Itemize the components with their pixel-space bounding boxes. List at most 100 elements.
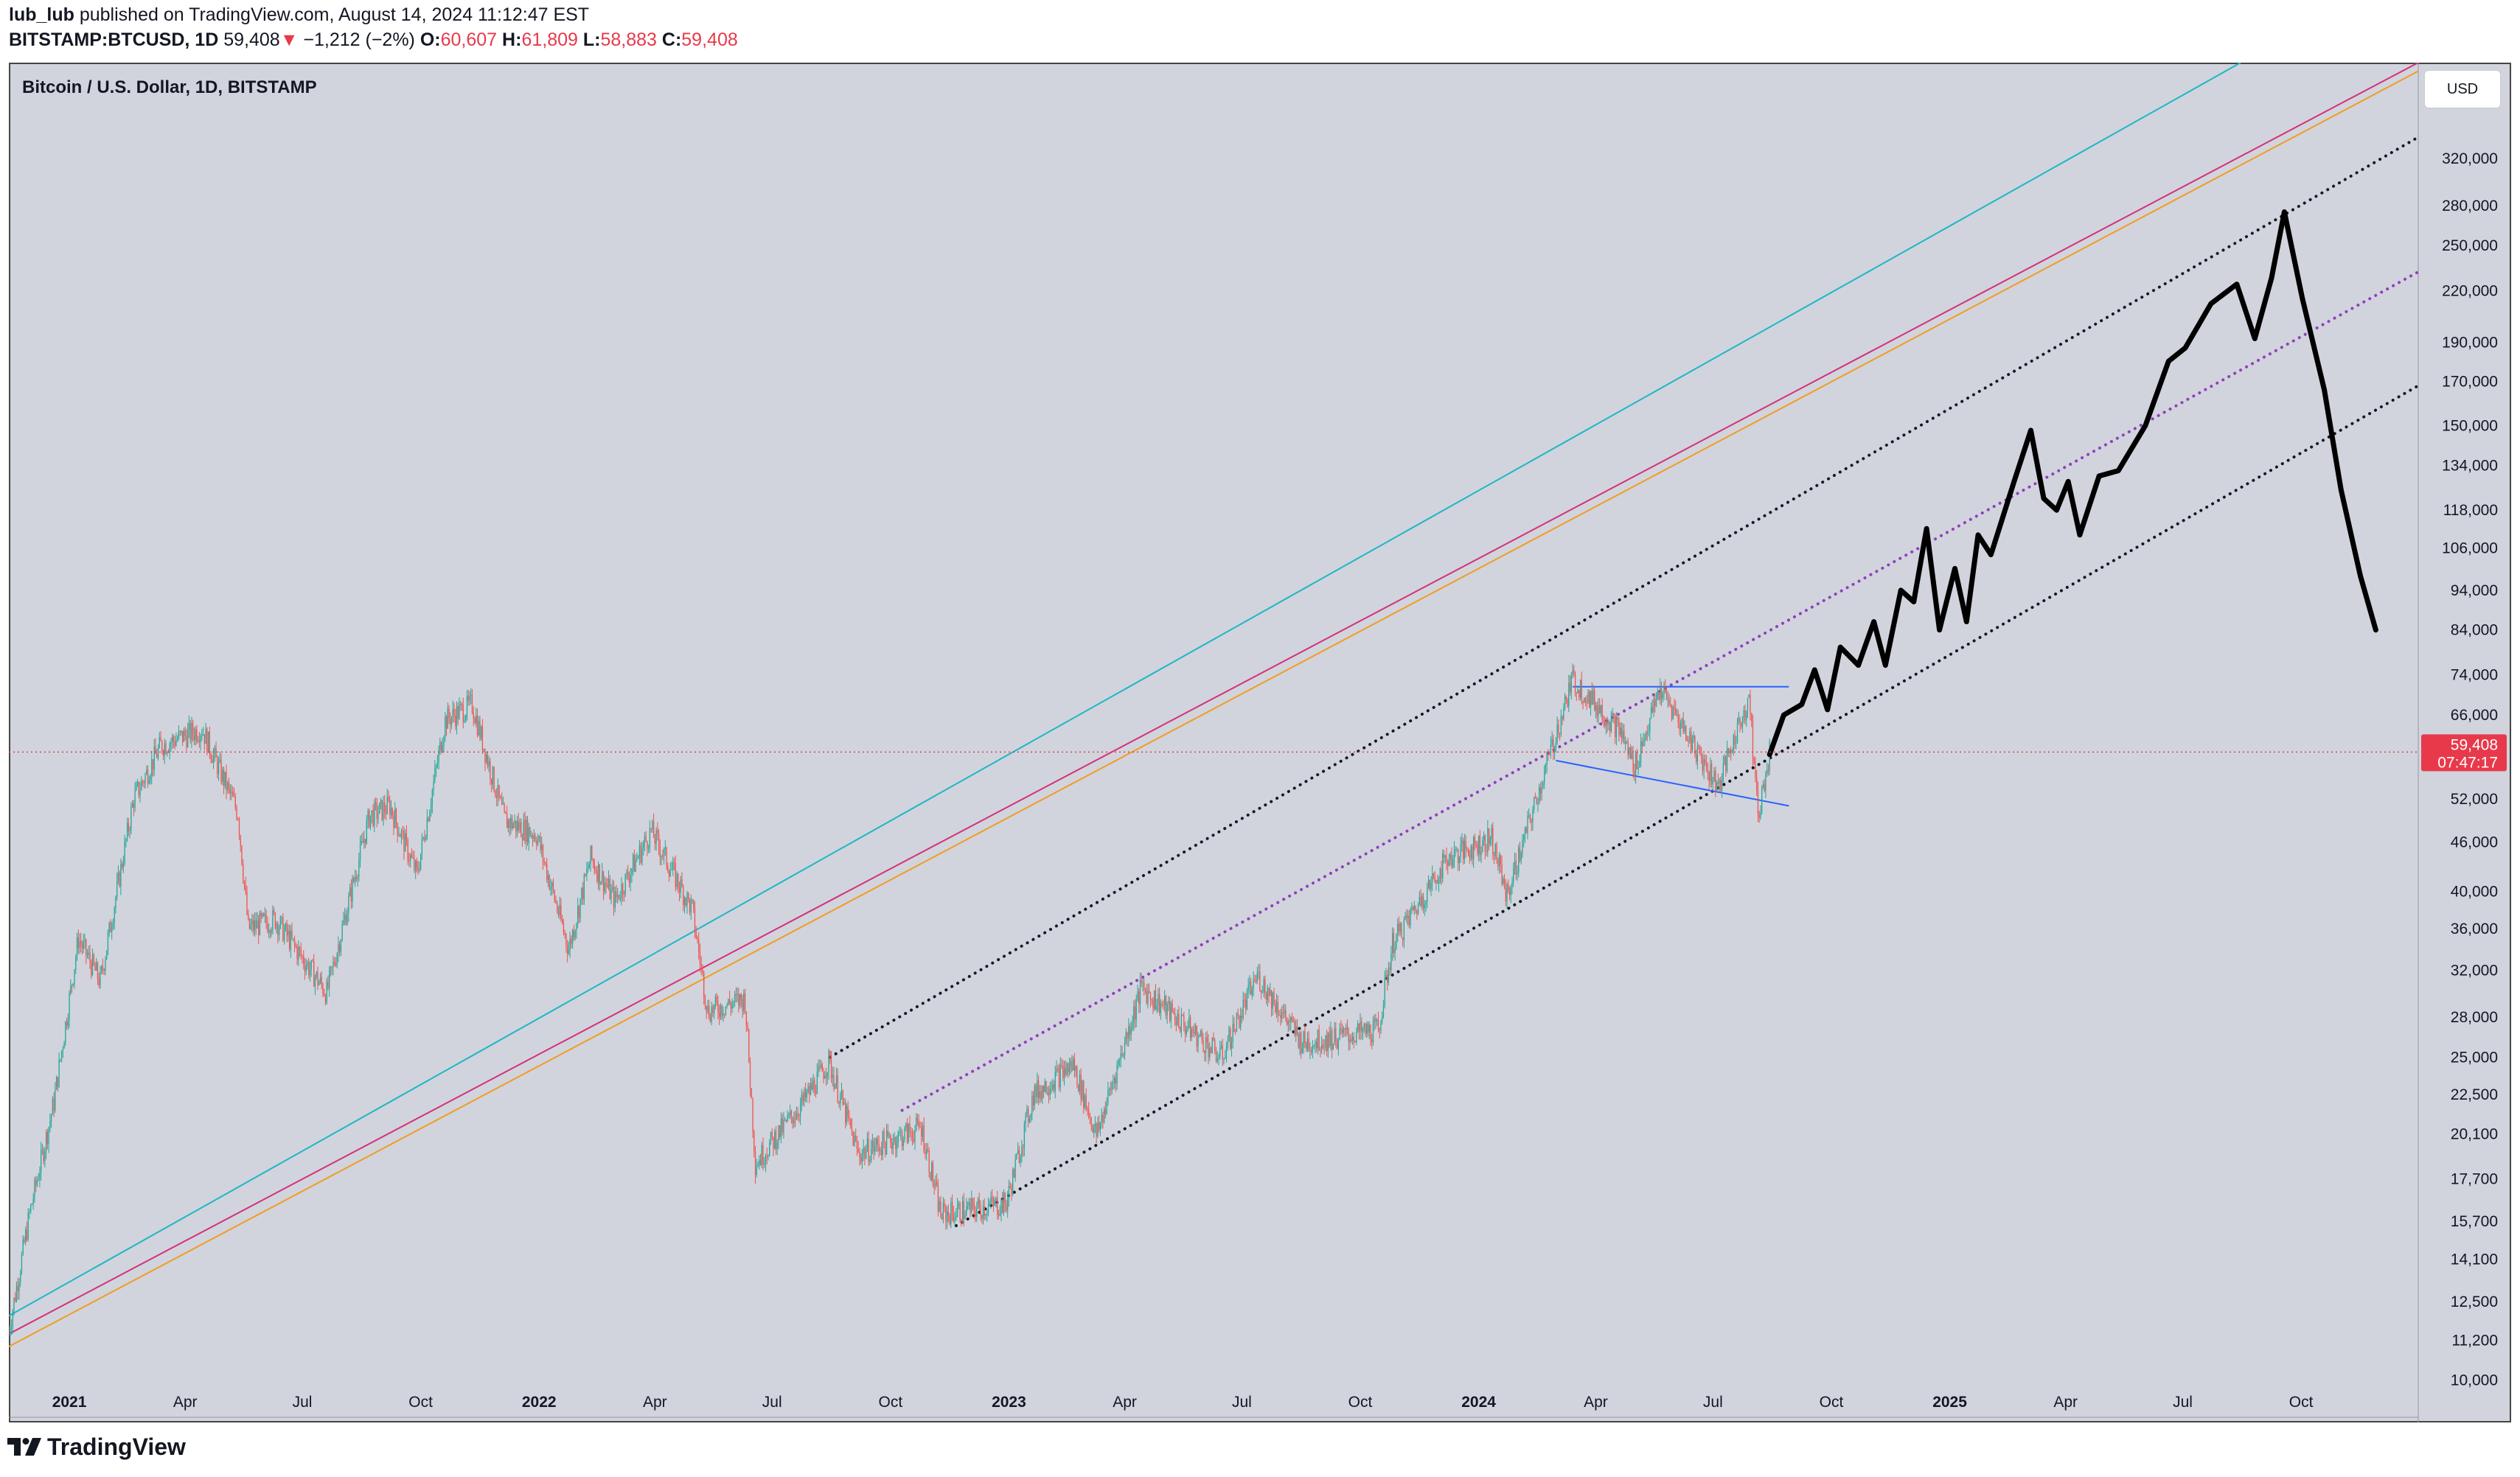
candle-body — [1025, 1114, 1026, 1124]
candle-body — [1590, 691, 1592, 708]
candle-body — [1376, 1019, 1378, 1022]
candle-body — [130, 807, 132, 830]
price-tick-label: 14,100 — [2451, 1251, 2498, 1268]
candle-body — [1422, 896, 1424, 909]
candle-body — [1045, 1081, 1047, 1094]
candle-body — [388, 797, 389, 801]
candle-body — [299, 947, 301, 950]
candle-body — [1052, 1084, 1054, 1089]
candle-body — [1213, 1037, 1214, 1041]
candle-body — [641, 848, 643, 863]
candle-body — [1668, 699, 1670, 706]
price-tick-label: 134,000 — [2442, 457, 2498, 474]
candle-body — [904, 1127, 905, 1140]
candle-body — [1477, 835, 1480, 853]
candle-body — [1671, 707, 1673, 719]
candle-body — [1744, 710, 1746, 720]
currency-button[interactable]: USD — [2424, 70, 2501, 108]
time-tick-label: Apr — [1584, 1394, 1608, 1411]
candle-body — [964, 1215, 966, 1219]
candle-body — [990, 1197, 992, 1204]
candle-body — [597, 864, 599, 881]
candle-body — [345, 915, 347, 925]
candle-body — [812, 1080, 814, 1090]
candle-body — [1731, 751, 1733, 753]
candle-body — [304, 965, 306, 972]
candle-body — [1496, 844, 1497, 860]
candle-body — [564, 932, 565, 935]
candle-body — [255, 920, 257, 929]
candle-body — [864, 1148, 866, 1159]
candle-body — [1653, 699, 1654, 713]
candle-body — [531, 835, 532, 837]
candle-body — [9, 1330, 10, 1332]
candle-body — [246, 891, 248, 915]
candle-body — [1018, 1150, 1020, 1163]
candle-body — [1433, 873, 1435, 877]
candle-body — [706, 1005, 707, 1012]
candle-body — [972, 1198, 974, 1202]
candle-body — [290, 930, 291, 950]
candle-body — [502, 803, 504, 805]
candle-body — [939, 1201, 940, 1212]
candle-body — [631, 868, 633, 875]
candle-body — [312, 960, 313, 961]
candle-body — [357, 876, 358, 879]
candle-body — [63, 1042, 65, 1049]
candle-body — [148, 781, 150, 784]
candle-body — [1264, 979, 1266, 994]
candle-body — [1316, 1041, 1318, 1049]
candle-body — [361, 841, 362, 844]
candle-body — [1137, 991, 1138, 1002]
candle-body — [1725, 756, 1727, 772]
candle-body — [1233, 1023, 1235, 1032]
candle-body — [164, 743, 165, 756]
candle-body — [103, 969, 105, 971]
candle-body — [1301, 1048, 1303, 1053]
candle-body — [391, 808, 393, 816]
candle-body — [313, 960, 315, 987]
price-tick-label: 20,100 — [2451, 1126, 2498, 1143]
candle-body — [1720, 780, 1722, 791]
candle-body — [613, 887, 615, 908]
candle-body — [569, 938, 571, 951]
candle-body — [1563, 708, 1564, 719]
candle-body — [372, 810, 374, 826]
candle-body — [1380, 1022, 1382, 1030]
publish-info: lub_lub published on TradingView.com, Au… — [9, 4, 589, 26]
candle-body — [702, 966, 703, 973]
candle-body — [50, 1114, 52, 1122]
tradingview-logo[interactable]: TradingView — [7, 1434, 186, 1461]
candle-body — [995, 1198, 997, 1200]
candle-body — [268, 930, 270, 932]
candle-body — [1139, 980, 1141, 1005]
candle-body — [829, 1050, 831, 1058]
candle-body — [1123, 1055, 1124, 1056]
candle-body — [479, 721, 481, 738]
price-tick-label: 46,000 — [2451, 834, 2498, 851]
price-tick-label: 190,000 — [2442, 334, 2498, 351]
candle-body — [314, 977, 316, 987]
candle-body — [1461, 840, 1463, 845]
candle-body — [1700, 754, 1702, 758]
candle-body — [608, 879, 610, 887]
candle-body — [1200, 1030, 1202, 1035]
candle-body — [1016, 1153, 1017, 1160]
candle-body — [617, 895, 619, 898]
author-name[interactable]: lub_lub — [9, 4, 74, 25]
price-tick-label: 52,000 — [2451, 791, 2498, 808]
candle-body — [1480, 851, 1482, 856]
chart-pane[interactable] — [9, 63, 2511, 1422]
price-chart[interactable]: 320,000 280,000 250,000 220,000 190,000 170,0… — [9, 63, 2511, 1422]
candle-body — [1040, 1091, 1042, 1100]
candle-body — [973, 1201, 975, 1212]
candle-body — [129, 829, 130, 831]
candle-body — [1017, 1150, 1019, 1154]
candle-body — [1149, 993, 1152, 1000]
candle-body — [473, 712, 474, 719]
price-tick-label: 22,500 — [2451, 1086, 2498, 1103]
candle-body — [67, 1019, 69, 1026]
candle-body — [1222, 1045, 1223, 1060]
candle-body — [1244, 999, 1245, 1001]
candle-body — [579, 898, 581, 918]
